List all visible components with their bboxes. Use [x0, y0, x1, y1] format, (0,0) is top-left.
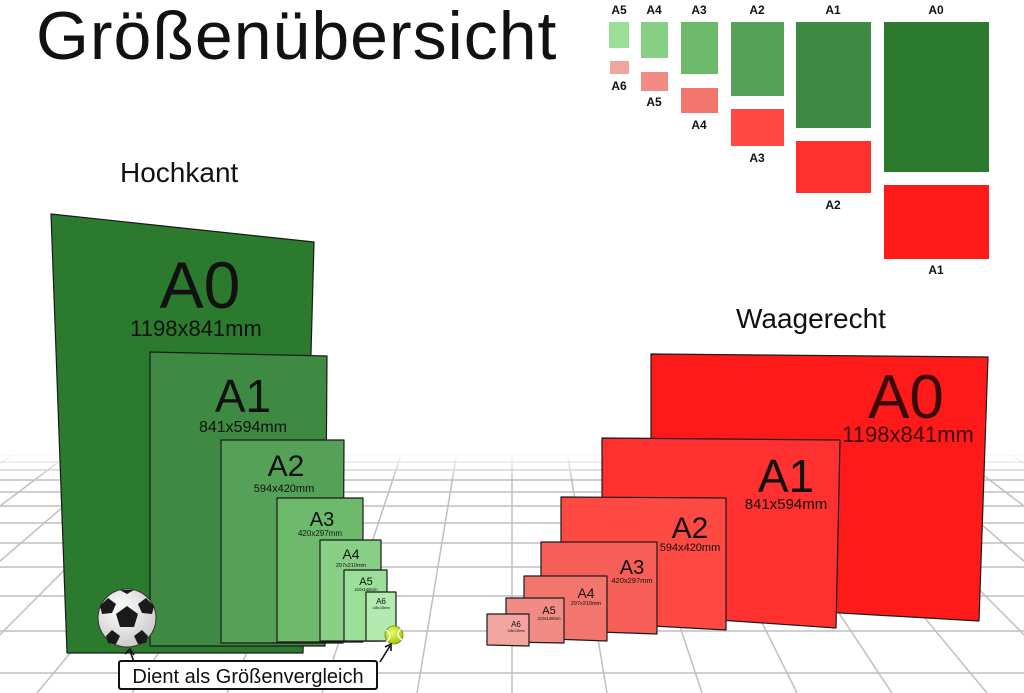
overview-red-a3 — [731, 109, 784, 146]
overview-label-green-a4: A4 — [646, 3, 662, 17]
overview-label-red-a4: A4 — [691, 118, 707, 132]
landscape-a4-name: A4 — [577, 585, 594, 601]
portrait-a4-name: A4 — [342, 546, 359, 562]
overview-red-a1 — [884, 185, 989, 259]
overview-green-a1 — [796, 22, 871, 128]
overview-label-red-a6: A6 — [611, 79, 627, 93]
overview-label-red-a2: A2 — [825, 198, 841, 212]
overview-red-a6 — [610, 61, 629, 74]
portrait-a2-dims: 594x420mm — [254, 483, 315, 495]
comparison-arrows — [124, 642, 392, 663]
overview-green-a0 — [884, 22, 989, 172]
overview-red-a4 — [681, 88, 718, 113]
portrait-sheet-labels: A0 1198x841mm A1 841x594mm A2 594x420mm … — [130, 248, 390, 610]
overview-red-a2 — [796, 141, 871, 193]
overview-red-a5 — [641, 72, 668, 91]
landscape-a5-dims: 210x148mm — [537, 616, 561, 621]
landscape-a1-dims: 841x594mm — [745, 496, 828, 513]
portrait-a1-dims: 841x594mm — [199, 419, 287, 436]
landscape-label: Waagerecht — [736, 303, 886, 334]
landscape-sheet-a6 — [486, 613, 530, 647]
tennis-ball-icon — [384, 625, 404, 645]
overview-label-green-a5: A5 — [611, 3, 627, 17]
portrait-a3-dims: 420x297mm — [298, 529, 342, 538]
overview-green-a3 — [681, 22, 718, 74]
portrait-a4-dims: 297x210mm — [336, 563, 367, 569]
landscape-a1-name: A1 — [758, 450, 814, 502]
landscape-a6-name: A6 — [511, 620, 521, 629]
landscape-a3-dims: 420x297mm — [611, 576, 652, 585]
landscape-a0-dims: 1198x841mm — [842, 422, 974, 447]
overview-label-red-a1: A1 — [928, 263, 944, 277]
portrait-a3-name: A3 — [310, 509, 334, 531]
landscape-sheets — [486, 353, 989, 647]
arrow-to-tennis-ball-icon — [379, 645, 391, 663]
portrait-a5-dims: 210x148mm — [354, 587, 378, 592]
overview-label-green-a3: A3 — [691, 3, 707, 17]
overview-green-a2 — [731, 22, 784, 96]
landscape-a2-name: A2 — [672, 512, 709, 545]
comparison-note: Dient als Größenvergleich — [118, 660, 378, 690]
overview-green-a4 — [641, 22, 668, 58]
landscape-sheet-labels: A0 1198x841mm A1 841x594mm A2 594x420mm … — [507, 363, 974, 633]
portrait-a0-dims: 1198x841mm — [130, 316, 262, 341]
portrait-a0-name: A0 — [160, 248, 241, 322]
soccer-ball-icon — [97, 588, 157, 648]
landscape-a6-dims: 148x105mm — [507, 629, 525, 633]
overview-label-green-a0: A0 — [928, 3, 944, 17]
portrait-a2-name: A2 — [268, 450, 305, 483]
landscape-a4-dims: 297x210mm — [571, 601, 602, 607]
landscape-a2-dims: 594x420mm — [660, 542, 721, 554]
portrait-a1-name: A1 — [215, 370, 271, 422]
portrait-sheets — [50, 213, 397, 654]
portrait-a5-name: A5 — [359, 576, 372, 588]
portrait-a6-name: A6 — [376, 597, 386, 606]
overview-label-red-a3: A3 — [749, 151, 765, 165]
overview-label-green-a2: A2 — [749, 3, 765, 17]
title: Größenübersicht — [36, 0, 558, 74]
overview-label-green-a1: A1 — [825, 3, 841, 17]
overview-green-a5 — [609, 22, 629, 48]
overview-label-red-a5: A5 — [646, 95, 662, 109]
landscape-a5-name: A5 — [542, 605, 555, 617]
portrait-a6-dims: 148x105mm — [372, 606, 390, 610]
portrait-label: Hochkant — [120, 157, 239, 188]
landscape-a0-name: A0 — [868, 363, 944, 432]
overview-thumbnails: A5 A4 A3 A2 A1 A0 A6 A5 A4 A3 A2 A1 — [609, 3, 989, 277]
landscape-a3-name: A3 — [620, 557, 644, 579]
